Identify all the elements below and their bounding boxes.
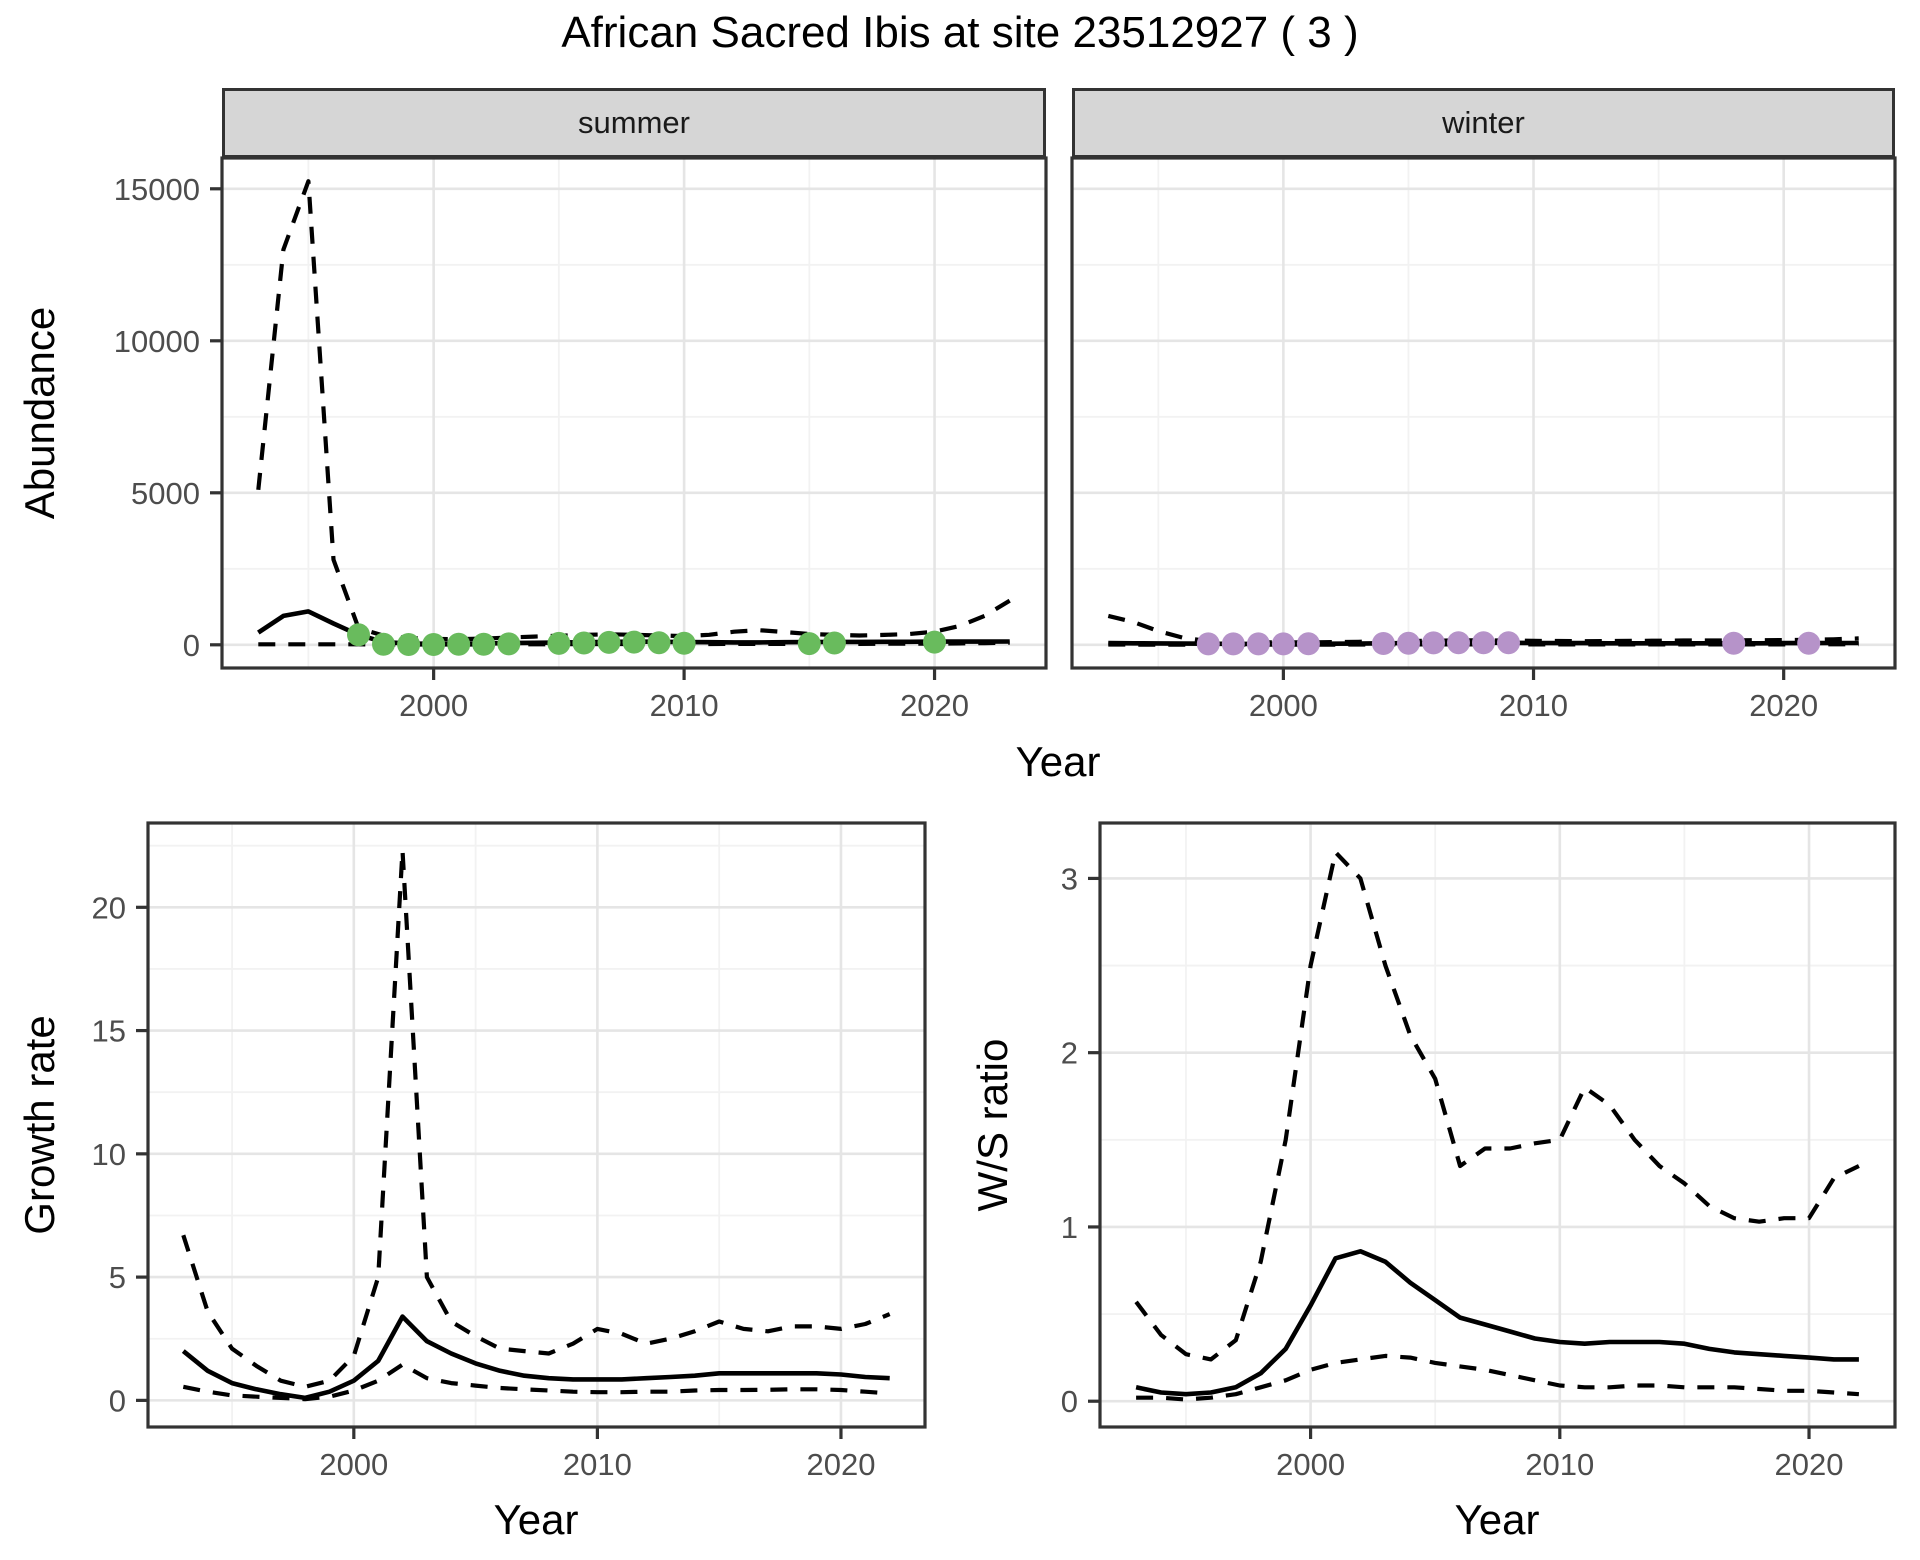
x-tick-label: 2020	[806, 1447, 875, 1482]
observation-point	[923, 630, 946, 654]
panel-border	[220, 156, 1048, 670]
upper_ci-line	[181, 848, 891, 1389]
observation-points-summer	[347, 623, 946, 656]
x-tick-label: 2000	[1276, 1447, 1345, 1482]
observation-point	[597, 630, 621, 654]
y-tick-label: 3	[1061, 861, 1078, 896]
observation-point	[1397, 631, 1420, 655]
y-tick-label: 15	[92, 1014, 126, 1049]
lower_ci-line	[182, 1362, 890, 1402]
y-tick-label: 20	[92, 890, 126, 925]
observation-point	[547, 631, 571, 655]
observation-point	[472, 632, 496, 656]
panel-growth: 2000 2010 2020 0 5 10 15 20	[92, 821, 927, 1482]
observation-point	[1447, 631, 1470, 655]
y-tick-label: 5	[109, 1260, 126, 1295]
observation-point	[422, 633, 446, 656]
x-tick-label: 2010	[563, 1447, 632, 1482]
panel-background	[1072, 158, 1895, 668]
axis-ws: 2000 2010 2020 0 1 2 3	[1061, 861, 1844, 1482]
panel-winter: 2000 2010 2020	[1070, 156, 1897, 723]
observation-point	[647, 631, 671, 655]
panel-background	[222, 158, 1046, 668]
observation-point	[672, 631, 696, 655]
facet-strip-winter: winter	[1072, 88, 1895, 158]
y-tick-label: 15000	[114, 172, 200, 207]
facet-strip-winter-label: winter	[1442, 105, 1525, 140]
observation-point	[822, 631, 846, 655]
gridlines	[1100, 823, 1895, 1427]
observation-point	[622, 630, 646, 654]
y-axis-title-abundance: Abundance	[16, 306, 63, 520]
observation-point	[397, 633, 421, 656]
observation-points-winter	[1196, 631, 1821, 656]
y-tick-label: 0	[1061, 1384, 1078, 1419]
facet-strip-summer: summer	[222, 88, 1046, 158]
axis-growth: 2000 2010 2020 0 5 10 15 20	[92, 890, 876, 1482]
gridlines	[148, 823, 925, 1427]
facet-strip-summer-label: summer	[578, 105, 690, 140]
panel-border	[1070, 156, 1897, 670]
series-ws	[1134, 850, 1860, 1402]
panel-summer: 2000 2010 2020 0 5000 10000 15000	[114, 156, 1048, 723]
x-tick-label: 2020	[1749, 688, 1818, 723]
observation-point	[1497, 631, 1520, 655]
x-axis-title-top: Year	[1015, 738, 1101, 785]
observation-point	[347, 623, 370, 647]
observation-point	[1196, 632, 1220, 656]
observation-point	[572, 631, 596, 655]
y-tick-label: 10000	[114, 324, 200, 359]
median-line	[181, 1314, 890, 1401]
x-tick-label: 2010	[1525, 1447, 1594, 1482]
series-growth	[181, 848, 891, 1402]
y-axis-title-growth-rate: Growth rate	[16, 1015, 63, 1235]
axis-summer: 2000 2010 2020 0 5000 10000 15000	[114, 172, 969, 723]
observation-point	[797, 632, 821, 656]
observation-point	[1246, 632, 1270, 656]
y-axis-title-ws-ratio: W/S ratio	[969, 1038, 1016, 1212]
x-tick-label: 2020	[900, 688, 969, 723]
y-tick-label: 0	[109, 1383, 126, 1418]
x-axis-title-growth: Year	[493, 1496, 579, 1543]
panel-border	[146, 821, 927, 1429]
x-tick-label: 2000	[319, 1447, 388, 1482]
x-tick-label: 2010	[650, 688, 719, 723]
y-tick-label: 0	[183, 628, 200, 663]
gridlines	[222, 158, 1046, 668]
panel-ws: 2000 2010 2020 0 1 2 3	[1061, 821, 1897, 1482]
panel-border	[1098, 821, 1897, 1429]
observation-point	[1371, 632, 1395, 655]
plot-title: African Sacred Ibis at site 23512927 ( 3…	[561, 8, 1359, 57]
panel-background	[1100, 823, 1895, 1427]
observation-point	[1296, 632, 1320, 656]
observation-point	[447, 632, 471, 656]
lower_ci-line	[1136, 1353, 1860, 1402]
observation-point	[497, 632, 521, 656]
y-tick-label: 1	[1061, 1210, 1078, 1245]
observation-point	[1472, 631, 1495, 655]
x-tick-label: 2020	[1775, 1447, 1844, 1482]
observation-point	[372, 632, 395, 656]
x-tick-label: 2010	[1499, 688, 1568, 723]
y-tick-label: 10	[92, 1137, 126, 1172]
y-tick-label: 2	[1061, 1036, 1078, 1071]
x-axis-title-ws: Year	[1454, 1496, 1540, 1543]
observation-point	[1722, 631, 1746, 655]
observation-point	[1797, 631, 1821, 655]
observation-point	[1271, 632, 1295, 656]
axis-winter: 2000 2010 2020	[1249, 668, 1818, 723]
observation-point	[1422, 631, 1445, 655]
panel-background	[148, 823, 925, 1427]
x-tick-label: 2000	[1249, 688, 1318, 723]
x-tick-label: 2000	[399, 688, 468, 723]
observation-point	[1221, 632, 1245, 656]
median-line	[1135, 1249, 1859, 1397]
y-tick-label: 5000	[131, 476, 200, 511]
